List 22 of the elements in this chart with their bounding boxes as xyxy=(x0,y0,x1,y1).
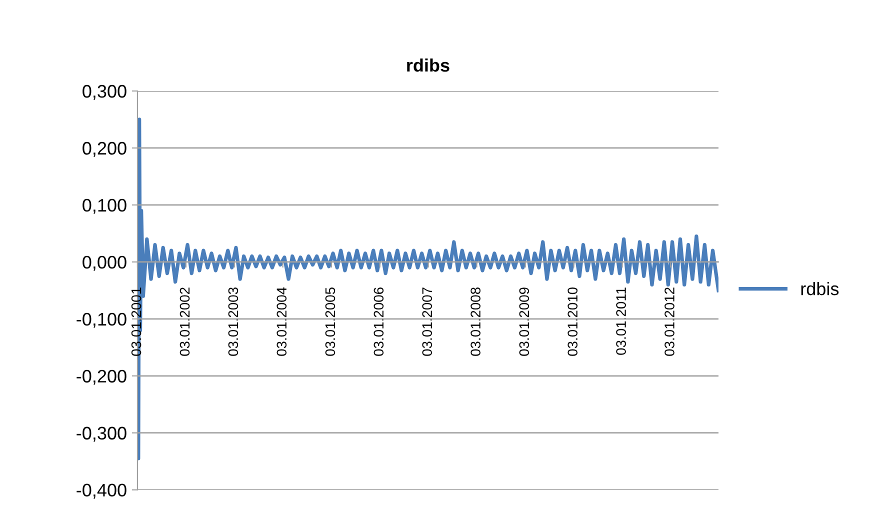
x-tick-label: 03.01.2011 xyxy=(616,288,626,355)
y-tick-label: 0,100 xyxy=(82,198,126,214)
chart-title: rdibs xyxy=(407,58,450,72)
y-tick-label: 0,200 xyxy=(82,142,126,157)
y-tick-label: -0,200 xyxy=(76,370,126,385)
x-tick-label: 03.01.2006 xyxy=(374,288,384,356)
y-tick-label: -0,400 xyxy=(76,484,126,499)
x-tick-label: 03.01.2002 xyxy=(180,288,190,356)
y-tick-label: 0,300 xyxy=(82,84,126,100)
x-tick-label: 03.01.2004 xyxy=(276,287,287,356)
x-tick-label: 03.01.2008 xyxy=(470,288,480,356)
y-tick-label: -0,300 xyxy=(76,426,126,442)
x-tick-label: 03.01.2009 xyxy=(519,288,530,356)
y-tick-label: 0,000 xyxy=(82,256,126,271)
x-tick-label: 03.01.2010 xyxy=(568,287,578,356)
x-tick-label: 03.01.2007 xyxy=(422,288,432,356)
x-tick-label: 03.01.2012 xyxy=(664,288,674,356)
x-tick-label: 03.01.2003 xyxy=(228,288,238,356)
y-tick-label: -0,100 xyxy=(76,312,126,328)
x-tick-label: 03.01.2005 xyxy=(325,288,336,356)
legend-label: rdbis xyxy=(801,282,839,296)
x-tick-label: 03.01.2001 xyxy=(131,288,142,356)
